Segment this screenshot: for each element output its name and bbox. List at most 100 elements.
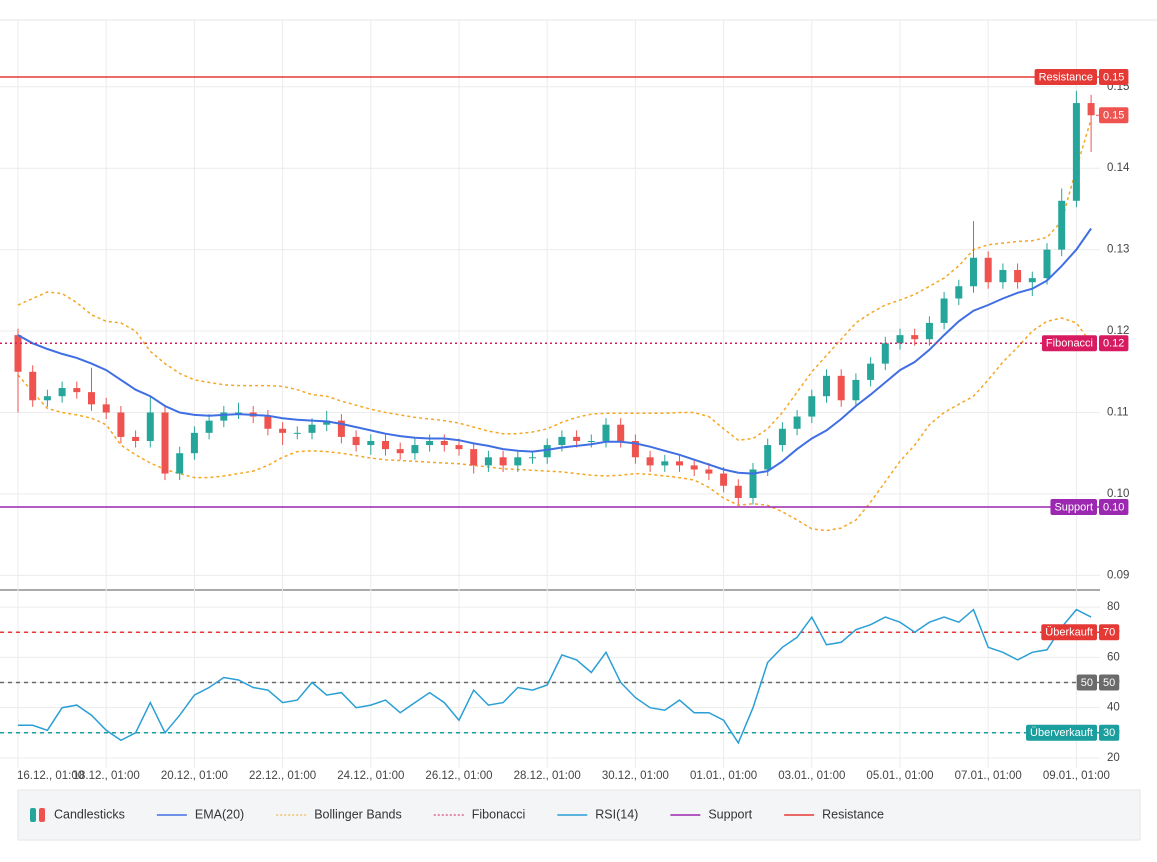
candle-body <box>735 486 742 498</box>
ema-line <box>18 229 1091 474</box>
label-text: 50 <box>1103 677 1115 689</box>
candle-body <box>617 425 624 441</box>
y-tick-label: 20 <box>1107 752 1120 764</box>
candle-body <box>1029 278 1036 282</box>
candle-body <box>941 298 948 322</box>
candle-body <box>162 412 169 473</box>
bollinger-upper <box>18 119 1091 440</box>
label-text: 0.10 <box>1103 501 1124 513</box>
candle-body <box>485 457 492 465</box>
candle-body <box>676 461 683 465</box>
x-tick-label: 28.12., 01:00 <box>514 770 581 782</box>
candle-body <box>897 335 904 343</box>
label-text: 0.15 <box>1103 110 1124 122</box>
candle-body <box>176 453 183 473</box>
candle-body <box>1044 250 1051 279</box>
candle-body <box>353 437 360 445</box>
y-tick-label: 0.11 <box>1107 407 1129 419</box>
candle-body <box>823 376 830 396</box>
y-tick-label: 0.10 <box>1107 488 1129 500</box>
x-tick-label: 24.12., 01:00 <box>337 770 404 782</box>
candle-body <box>88 392 95 404</box>
x-tick-label: 01.01., 01:00 <box>690 770 757 782</box>
candle-body <box>999 270 1006 282</box>
label-text: 0.15 <box>1103 71 1124 83</box>
candle-body <box>764 445 771 469</box>
x-tick-label: 09.01., 01:00 <box>1043 770 1110 782</box>
candle-body <box>279 429 286 433</box>
candle-body <box>838 376 845 400</box>
candle-body <box>705 469 712 473</box>
candle-body <box>1088 103 1095 115</box>
legend-label: Candlesticks <box>54 807 125 821</box>
candle-body <box>470 449 477 465</box>
legend-icon <box>30 808 36 822</box>
candle-body <box>382 441 389 449</box>
candle-body <box>808 396 815 416</box>
candle-body <box>852 380 859 400</box>
candle-body <box>867 364 874 380</box>
candle-body <box>15 335 22 372</box>
x-tick-label: 07.01., 01:00 <box>955 770 1022 782</box>
y-tick-label: 0.13 <box>1107 244 1129 256</box>
candle-body <box>117 412 124 436</box>
label-text: Resistance <box>1039 71 1093 83</box>
candle-body <box>191 433 198 453</box>
legend-label: Support <box>708 807 752 821</box>
candle-body <box>794 417 801 429</box>
label-text: 70 <box>1103 627 1115 639</box>
candle-body <box>985 258 992 282</box>
y-tick-label: 60 <box>1107 651 1120 663</box>
candle-body <box>926 323 933 339</box>
candle-body <box>426 441 433 445</box>
candle-body <box>911 335 918 339</box>
candle-body <box>882 343 889 363</box>
x-tick-label: 22.12., 01:00 <box>249 770 316 782</box>
x-tick-label: 26.12., 01:00 <box>425 770 492 782</box>
candle-body <box>59 388 66 396</box>
candle-body <box>1058 201 1065 250</box>
x-tick-label: 03.01., 01:00 <box>778 770 845 782</box>
candle-body <box>720 474 727 486</box>
label-text: 0.12 <box>1103 338 1124 350</box>
y-tick-label: 40 <box>1107 702 1120 714</box>
label-text: Fibonacci <box>1046 338 1093 350</box>
candle-body <box>147 412 154 441</box>
x-tick-label: 20.12., 01:00 <box>161 770 228 782</box>
label-text: Überkauft <box>1045 627 1093 639</box>
y-tick-label: 80 <box>1107 601 1120 613</box>
legend-label: Fibonacci <box>472 807 526 821</box>
candle-body <box>309 425 316 433</box>
candle-body <box>691 465 698 469</box>
candle-body <box>294 433 301 434</box>
candle-body <box>661 461 668 465</box>
candle-body <box>103 404 110 412</box>
legend-label: RSI(14) <box>595 807 638 821</box>
label-text: Überverkauft <box>1030 727 1093 739</box>
candle-body <box>397 449 404 453</box>
x-tick-label: 18.12., 01:00 <box>73 770 140 782</box>
candle-body <box>779 429 786 445</box>
y-tick-label: 0.09 <box>1107 569 1129 581</box>
legend-label: Bollinger Bands <box>314 807 402 821</box>
candle-body <box>588 441 595 442</box>
candle-body <box>970 258 977 287</box>
candle-body <box>647 457 654 465</box>
candle-body <box>1073 103 1080 201</box>
candle-body <box>603 425 610 441</box>
candle-body <box>132 437 139 441</box>
legend-icon <box>39 808 45 822</box>
candle-body <box>220 412 227 420</box>
candle-body <box>367 441 374 445</box>
candle-body <box>955 286 962 298</box>
candle-body <box>456 445 463 449</box>
candle-body <box>558 437 565 445</box>
legend-label: Resistance <box>822 807 884 821</box>
rsi-line <box>18 610 1091 743</box>
candle-body <box>529 457 536 458</box>
label-text: Support <box>1054 501 1093 513</box>
label-text: 50 <box>1081 677 1093 689</box>
x-tick-label: 30.12., 01:00 <box>602 770 669 782</box>
candle-body <box>29 372 36 401</box>
